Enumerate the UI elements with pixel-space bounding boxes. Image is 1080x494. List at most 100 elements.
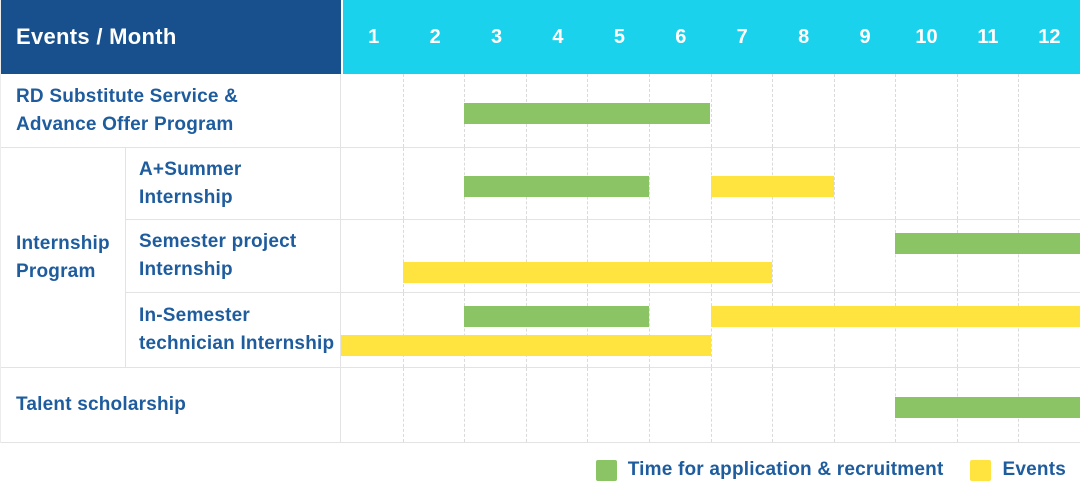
month-gridline bbox=[525, 293, 527, 367]
month-gridline bbox=[833, 293, 835, 367]
header-title: Events / Month bbox=[16, 24, 177, 49]
month-label-4: 4 bbox=[552, 25, 564, 48]
month-label-11: 11 bbox=[977, 25, 999, 48]
month-label-12: 12 bbox=[1038, 25, 1061, 48]
month-gridline bbox=[895, 220, 897, 292]
month-gridline bbox=[402, 368, 404, 442]
row-label-line: Internship bbox=[139, 186, 233, 208]
month-gridline bbox=[648, 293, 650, 367]
month-gridline bbox=[1018, 148, 1020, 219]
row-timeline bbox=[341, 148, 1080, 219]
month-gridline bbox=[956, 148, 958, 219]
group-band-internship-program: Internship Program A+Summer Internship Semes… bbox=[1, 148, 1080, 368]
row-timeline bbox=[341, 220, 1080, 292]
table-row: A+Summer Internship bbox=[126, 148, 1080, 220]
table-row: In-Semester technician Internship bbox=[126, 293, 1080, 368]
month-gridline bbox=[772, 74, 774, 147]
legend-label: Time for application & recruitment bbox=[627, 459, 944, 480]
gantt-bar-green bbox=[464, 175, 649, 197]
month-gridline bbox=[956, 220, 958, 292]
header-divider bbox=[341, 0, 343, 74]
legend-swatch-yellow bbox=[970, 459, 992, 481]
gantt-bar-yellow bbox=[402, 262, 773, 283]
month-gridline bbox=[648, 148, 650, 219]
row-label-line: RD Substitute Service & bbox=[16, 85, 239, 107]
row-label-cell: Talent scholarship bbox=[1, 368, 341, 442]
row-label-line: Internship bbox=[139, 259, 233, 280]
month-gridline bbox=[956, 293, 958, 367]
month-gridline bbox=[402, 148, 404, 219]
month-label-3: 3 bbox=[490, 25, 503, 48]
legend-label: Events bbox=[1002, 459, 1066, 480]
row-label-cell: Semester project Internship bbox=[126, 220, 341, 292]
row-label-line: A+Summer bbox=[139, 158, 242, 180]
row-label-cell: A+Summer Internship bbox=[126, 148, 341, 219]
month-gridline bbox=[710, 74, 712, 147]
row-label-cell: In-Semester technician Internship bbox=[126, 293, 341, 367]
month-gridline bbox=[956, 74, 958, 147]
header-months: 1 2 3 4 5 6 7 8 9 10 11 12 bbox=[343, 0, 1080, 74]
legend-item-yellow: Events bbox=[970, 459, 1066, 481]
gantt-bar-yellow bbox=[710, 306, 1080, 327]
month-gridline bbox=[587, 368, 589, 442]
month-gridline bbox=[587, 220, 589, 292]
row-timeline bbox=[341, 293, 1080, 367]
month-gridline bbox=[1018, 220, 1020, 292]
month-gridline bbox=[772, 293, 774, 367]
month-gridline bbox=[402, 74, 404, 147]
gantt-bar-green bbox=[464, 306, 649, 327]
month-gridline bbox=[648, 368, 650, 442]
month-label-7: 7 bbox=[736, 25, 748, 48]
month-gridline bbox=[710, 368, 712, 442]
legend-swatch-green bbox=[595, 459, 617, 481]
gantt-bar-green bbox=[895, 397, 1080, 418]
month-gridline bbox=[464, 220, 466, 292]
gantt-bar-green bbox=[895, 233, 1080, 254]
month-gridline bbox=[525, 220, 527, 292]
month-gridline bbox=[833, 368, 835, 442]
row-timeline bbox=[341, 74, 1080, 147]
table-row: RD Substitute Service & Advance Offer Pro… bbox=[1, 74, 1080, 148]
month-gridline bbox=[772, 220, 774, 292]
month-label-2: 2 bbox=[429, 25, 441, 48]
month-gridline bbox=[587, 293, 589, 367]
month-label-10: 10 bbox=[915, 25, 938, 48]
row-label-line: Advance Offer Program bbox=[16, 113, 234, 135]
month-gridline bbox=[464, 293, 466, 367]
row-label-line: Internship bbox=[16, 232, 110, 254]
table-row: Semester project Internship bbox=[126, 220, 1080, 293]
month-gridline bbox=[895, 74, 897, 147]
row-label-line: Program bbox=[16, 260, 96, 282]
month-gridline bbox=[525, 368, 527, 442]
header-events-month-cell: Events / Month bbox=[1, 0, 341, 74]
gantt-bar-yellow bbox=[341, 335, 711, 356]
month-gridline bbox=[710, 220, 712, 292]
table-body: RD Substitute Service & Advance Offer Pro… bbox=[1, 74, 1080, 443]
month-gridline bbox=[895, 293, 897, 367]
month-gridline bbox=[1018, 293, 1020, 367]
row-label-line: Semester project bbox=[139, 231, 297, 252]
legend-item-green: Time for application & recruitment bbox=[595, 459, 944, 481]
month-label-9: 9 bbox=[859, 25, 871, 48]
month-gridline bbox=[402, 220, 404, 292]
events-table: Events / Month 1 2 3 4 5 6 7 8 9 10 11 12 RD Substi… bbox=[0, 0, 1080, 443]
month-label-6: 6 bbox=[675, 25, 687, 48]
month-gridline bbox=[1018, 74, 1020, 147]
month-gridline bbox=[710, 293, 712, 367]
month-gridline bbox=[833, 220, 835, 292]
month-label-1: 1 bbox=[368, 25, 380, 48]
row-label-line: Talent scholarship bbox=[16, 394, 187, 415]
legend: Time for application & recruitment Events bbox=[569, 459, 1066, 481]
row-label-line: technician Internship bbox=[139, 333, 335, 354]
row-timeline bbox=[341, 368, 1080, 442]
month-gridline bbox=[833, 148, 835, 219]
group-rows: A+Summer Internship Semester project Intern… bbox=[126, 148, 1080, 368]
month-gridline bbox=[772, 368, 774, 442]
month-gridline bbox=[402, 293, 404, 367]
gantt-bar-yellow bbox=[710, 175, 834, 197]
group-label-cell: Internship Program bbox=[1, 148, 126, 368]
table-header: Events / Month 1 2 3 4 5 6 7 8 9 10 11 12 bbox=[1, 0, 1080, 74]
row-label-line: In-Semester bbox=[139, 305, 250, 326]
month-gridline bbox=[895, 148, 897, 219]
